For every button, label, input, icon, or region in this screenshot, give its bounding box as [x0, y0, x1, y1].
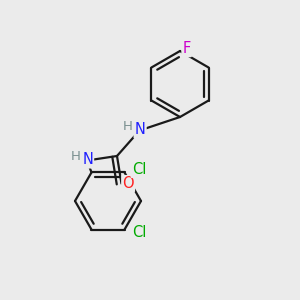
Text: H: H — [123, 120, 133, 133]
Text: H: H — [71, 150, 80, 163]
Text: N: N — [82, 152, 93, 167]
Text: F: F — [182, 41, 191, 56]
Text: O: O — [122, 176, 134, 191]
Text: N: N — [135, 122, 146, 137]
Text: Cl: Cl — [132, 225, 146, 240]
Text: Cl: Cl — [132, 162, 146, 177]
